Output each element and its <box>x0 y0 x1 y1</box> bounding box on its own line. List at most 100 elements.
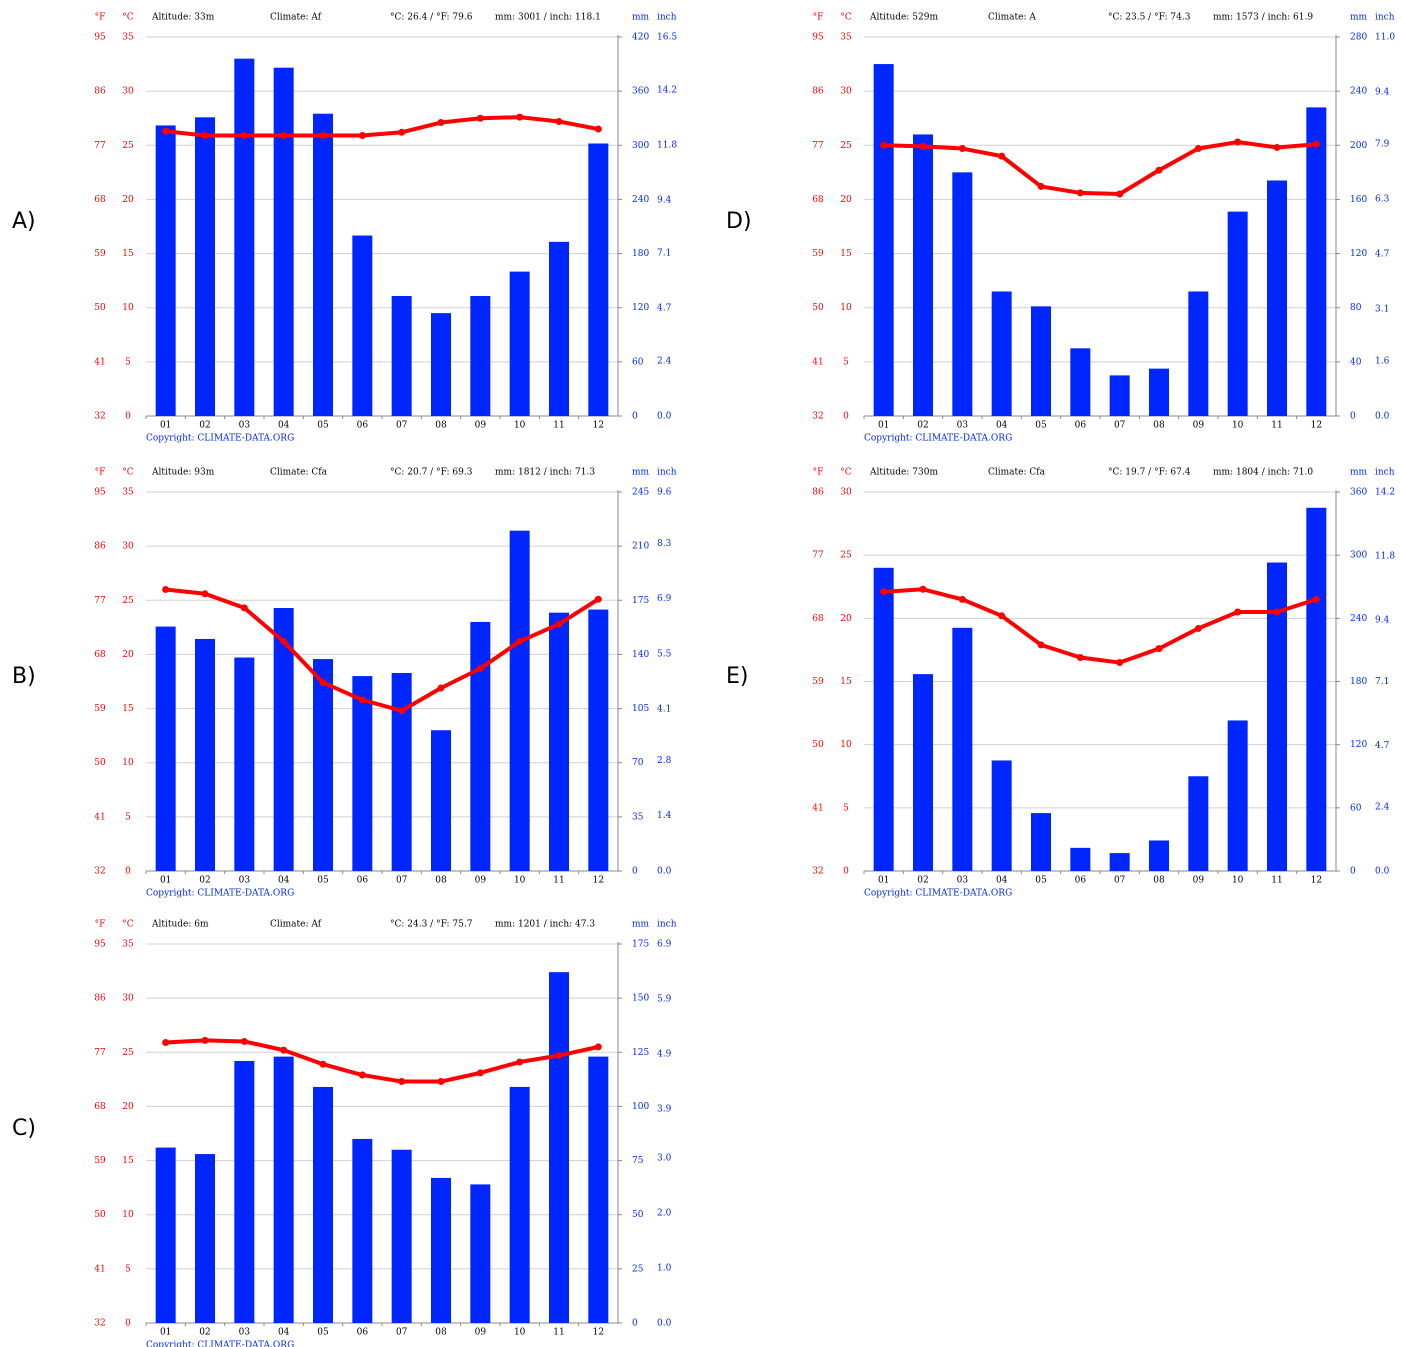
y2-tick-label-inch: 2.8 <box>657 756 672 766</box>
y-tick-label: 30 <box>840 488 852 498</box>
y-tick-label-f: 41 <box>812 803 823 813</box>
y-tick-label-f: 95 <box>94 488 106 498</box>
y-tick-label: 25 <box>840 141 852 151</box>
x-tick-label: 03 <box>957 421 969 431</box>
y-tick-label: 10 <box>122 758 134 768</box>
temperature-point <box>319 679 327 687</box>
temperature-point <box>998 612 1006 620</box>
y-tick-label-f: 50 <box>94 303 106 313</box>
temperature-point <box>1116 190 1124 198</box>
precipitation-bar <box>991 291 1012 416</box>
x-tick-label: 10 <box>514 876 526 886</box>
temperature-point <box>1037 641 1045 649</box>
temperature-point <box>358 1071 366 1079</box>
x-tick-label: 06 <box>357 876 369 886</box>
x-tick-label: 12 <box>593 876 604 886</box>
y-tick-label-f: 32 <box>94 867 105 877</box>
x-tick-label: 10 <box>1232 876 1244 886</box>
y2-tick-label: 120 <box>1350 740 1367 750</box>
climate: Climate: Af <box>270 13 322 23</box>
x-tick-label: 09 <box>1193 876 1205 886</box>
precipitation-bar <box>509 271 530 416</box>
precipitation-bar <box>273 67 294 416</box>
y-tick-label: 0 <box>125 867 131 877</box>
precipitation-bar <box>913 134 933 416</box>
climate-chart: °F °C Altitude: 93m Climate: Cfa °C: 20.7 / … <box>94 468 676 899</box>
y-tick-label-f: 50 <box>94 758 106 768</box>
x-tick-label: 10 <box>1232 421 1244 431</box>
y-tick-label-f: 32 <box>94 1319 105 1329</box>
unit-label: °C <box>122 13 134 23</box>
y-tick-label: 10 <box>122 1210 134 1220</box>
unit-label: °C <box>840 13 852 23</box>
y-tick-label: 20 <box>122 650 134 660</box>
y2-tick-label: 80 <box>1350 303 1362 313</box>
y-tick-label: 35 <box>122 488 134 498</box>
y2-tick-label-inch: 14.2 <box>657 85 677 95</box>
y2-tick-label: 420 <box>632 33 649 43</box>
y2-tick-label-inch: 2.4 <box>1375 802 1390 812</box>
unit-label: mm <box>1350 13 1368 23</box>
temperature-point <box>280 132 288 140</box>
unit-label: mm <box>632 13 650 23</box>
temp-summary: °C: 19.7 / °F: 67.4 <box>1108 468 1191 478</box>
x-tick-label: 10 <box>514 1328 526 1338</box>
y-tick-label: 25 <box>122 596 134 606</box>
y-tick-label-f: 86 <box>94 87 106 97</box>
y2-tick-label-inch: 0.0 <box>1375 412 1390 422</box>
y2-tick-label-inch: 6.9 <box>657 940 672 950</box>
y2-tick-label-inch: 11.8 <box>657 140 677 150</box>
y2-tick-label-inch: 4.7 <box>1375 250 1390 260</box>
x-tick-label: 07 <box>396 876 408 886</box>
x-tick-label: 04 <box>278 1328 290 1338</box>
copyright: Copyright: CLIMATE-DATA.ORG <box>146 889 294 899</box>
x-tick-label: 05 <box>1035 421 1047 431</box>
y-tick-label-f: 77 <box>94 141 106 151</box>
precipitation-bar <box>952 627 973 871</box>
temperature-point <box>201 132 209 140</box>
y-tick-label: 10 <box>840 303 852 313</box>
precipitation-bar <box>1188 291 1209 416</box>
y2-tick-label-inch: 1.0 <box>657 1264 672 1274</box>
y-tick-label-f: 86 <box>812 488 824 498</box>
y2-tick-label: 175 <box>632 940 649 950</box>
y-tick-label-f: 68 <box>94 1102 106 1112</box>
y-tick-label: 15 <box>122 249 134 259</box>
y2-tick-label: 60 <box>632 357 644 367</box>
unit-label: °F <box>813 13 824 23</box>
y2-tick-label: 25 <box>632 1264 644 1274</box>
precipitation-bar <box>1109 375 1130 416</box>
climate: Climate: Cfa <box>270 468 328 478</box>
x-tick-label: 01 <box>878 876 889 886</box>
y-tick-label-f: 50 <box>94 1210 106 1220</box>
unit-label: mm <box>632 920 650 930</box>
y2-tick-label-inch: 5.5 <box>657 649 672 659</box>
temperature-point <box>1037 182 1045 190</box>
precipitation-bar <box>155 1147 176 1323</box>
y2-tick-label: 0 <box>632 867 638 877</box>
temperature-point <box>1234 138 1242 146</box>
y2-tick-label: 105 <box>632 704 649 714</box>
y2-tick-label-inch: 11.0 <box>1375 33 1395 43</box>
temperature-point <box>1076 189 1084 197</box>
x-tick-label: 02 <box>917 421 928 431</box>
x-tick-label: 12 <box>1311 421 1322 431</box>
y-tick-label: 5 <box>125 812 131 822</box>
x-tick-label: 09 <box>475 1328 487 1338</box>
y-tick-label-f: 77 <box>94 1048 106 1058</box>
temperature-point <box>1194 624 1202 632</box>
y2-tick-label: 0 <box>1350 412 1356 422</box>
temperature-point <box>437 119 445 127</box>
precip-summary: mm: 1201 / inch: 47.3 <box>495 920 595 930</box>
precipitation-bar <box>234 657 255 871</box>
y-tick-label: 20 <box>840 195 852 205</box>
unit-label: inch <box>657 13 677 23</box>
altitude: Altitude: 730m <box>869 468 938 478</box>
precipitation-bar <box>155 626 176 871</box>
temperature-point <box>1273 143 1281 151</box>
y-tick-label: 25 <box>122 1048 134 1058</box>
precipitation-bar <box>1267 562 1287 871</box>
precipitation-bar <box>873 567 894 871</box>
precipitation-bar <box>952 172 973 416</box>
panel-label: B) <box>12 664 36 689</box>
